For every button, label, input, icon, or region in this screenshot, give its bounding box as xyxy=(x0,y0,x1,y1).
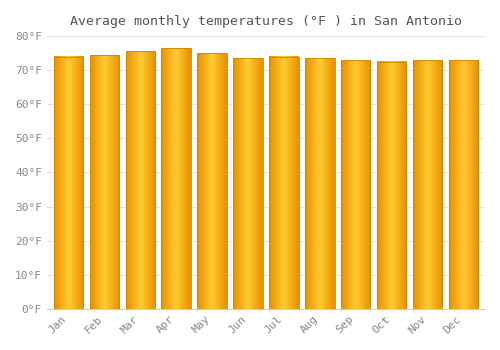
Bar xyxy=(233,58,262,309)
Bar xyxy=(377,62,406,309)
Bar xyxy=(54,57,83,309)
Bar xyxy=(198,53,227,309)
Bar xyxy=(413,60,442,309)
Bar xyxy=(162,48,191,309)
Bar xyxy=(269,57,298,309)
Bar xyxy=(305,58,334,309)
Bar xyxy=(126,51,155,309)
Bar xyxy=(341,60,370,309)
Bar xyxy=(448,60,478,309)
Title: Average monthly temperatures (°F ) in San Antonio: Average monthly temperatures (°F ) in Sa… xyxy=(70,15,462,28)
Bar xyxy=(90,55,119,309)
